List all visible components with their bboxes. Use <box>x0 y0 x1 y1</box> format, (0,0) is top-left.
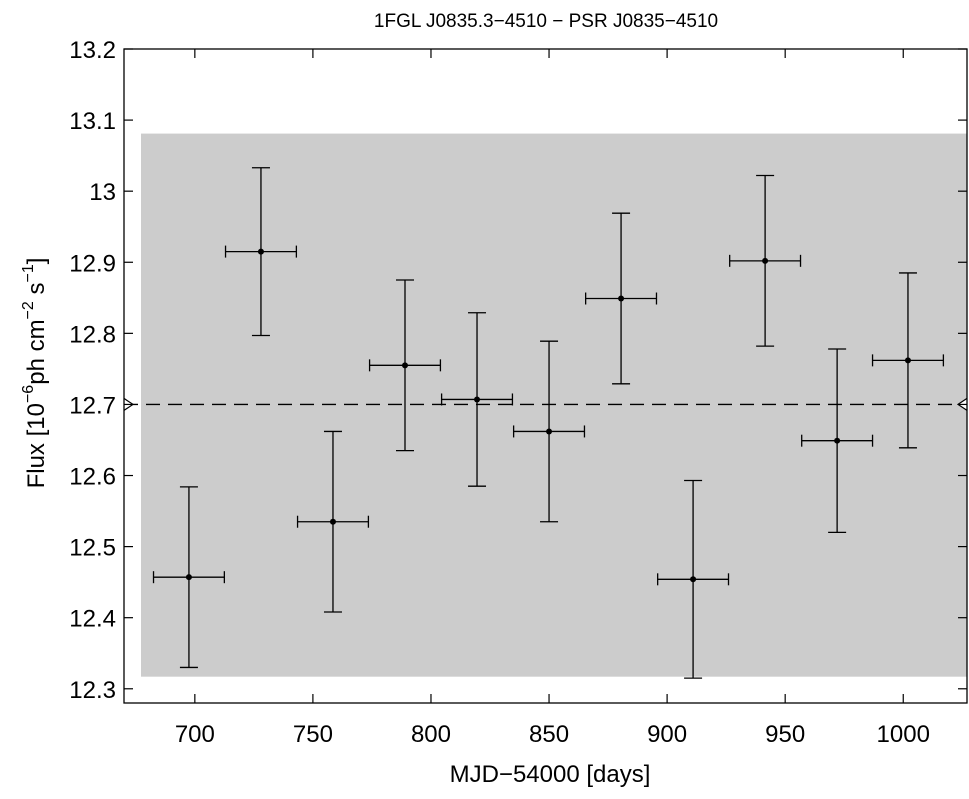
data-point <box>402 362 408 369</box>
x-axis-label: MJD−54000 [days] <box>450 761 651 788</box>
data-point <box>257 248 264 255</box>
chart-title: 1FGL J0835.3−4510 − PSR J0835−4510 <box>374 11 718 32</box>
y-tick-label: 13.2 <box>69 37 116 64</box>
y-axis-label-prefix: Flux [10 <box>23 403 50 488</box>
y-axis-label-exp3: −1 <box>20 264 37 282</box>
y-tick-label: 12.3 <box>69 677 116 704</box>
x-tick-label: 1000 <box>877 721 930 748</box>
plot-area: 700 750 800 850 900 950 1000 12.3 12.4 12.5 12.6 12… <box>69 37 968 748</box>
y-tick-label: 12.5 <box>69 535 116 562</box>
y-axis-label-mid: ph cm <box>23 319 50 384</box>
y-tick-label: 12.6 <box>69 464 116 491</box>
plot-frame <box>123 48 968 704</box>
y-axis-label-exp1: −6 <box>20 385 37 403</box>
data-point <box>904 357 911 364</box>
data-point <box>329 518 336 525</box>
data-point <box>690 576 697 583</box>
y-tick-label: 13.1 <box>69 108 116 135</box>
data-point <box>834 437 841 444</box>
y-axis-label-suffix: ] <box>23 258 50 265</box>
data-point <box>618 295 625 302</box>
x-tick-label: 750 <box>293 721 333 748</box>
x-tick-label: 850 <box>529 721 569 748</box>
y-tick-label: 12.8 <box>69 321 116 348</box>
flux-range-band <box>141 133 967 677</box>
y-tick-label: 13 <box>89 179 116 206</box>
data-point <box>185 574 192 581</box>
y-axis-label: Flux [10−6ph cm−2 s−1] <box>20 258 50 489</box>
data-point <box>762 257 769 264</box>
x-tick-label: 800 <box>411 721 451 748</box>
y-tick-label: 12.4 <box>69 606 116 633</box>
x-tick-label: 700 <box>175 721 215 748</box>
y-tick-label: 12.7 <box>69 392 116 419</box>
data-point <box>546 428 553 435</box>
y-axis-label-mid2: s <box>23 283 50 302</box>
x-tick-label: 900 <box>647 721 687 748</box>
y-axis-label-exp2: −2 <box>20 301 37 319</box>
x-tick-label: 950 <box>765 721 805 748</box>
y-tick-label: 12.9 <box>69 250 116 277</box>
data-point <box>474 396 481 403</box>
